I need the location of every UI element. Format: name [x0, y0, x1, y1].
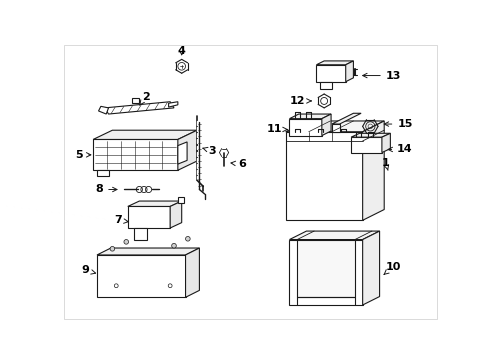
Polygon shape	[104, 102, 174, 114]
Polygon shape	[93, 130, 197, 139]
Polygon shape	[301, 115, 329, 126]
Polygon shape	[289, 114, 330, 119]
Circle shape	[185, 237, 190, 241]
Polygon shape	[345, 61, 353, 82]
Text: 2: 2	[140, 92, 149, 105]
Text: 9: 9	[81, 265, 96, 275]
Polygon shape	[170, 201, 182, 228]
Polygon shape	[331, 124, 339, 132]
Text: 13: 13	[362, 71, 400, 81]
Text: 5: 5	[75, 150, 91, 160]
Polygon shape	[289, 231, 379, 239]
Text: 10: 10	[383, 261, 400, 274]
Polygon shape	[185, 248, 199, 297]
Text: 3: 3	[203, 146, 216, 156]
Polygon shape	[320, 82, 331, 89]
Circle shape	[123, 239, 128, 244]
Circle shape	[110, 247, 115, 251]
Text: 12: 12	[289, 96, 310, 106]
Polygon shape	[316, 65, 345, 82]
Polygon shape	[289, 239, 362, 305]
Polygon shape	[362, 231, 379, 305]
Polygon shape	[350, 137, 381, 153]
Polygon shape	[97, 170, 108, 176]
Polygon shape	[321, 114, 330, 136]
Polygon shape	[178, 142, 187, 164]
Polygon shape	[134, 228, 147, 239]
Polygon shape	[289, 119, 321, 136]
Text: 7: 7	[114, 215, 128, 225]
Text: 14: 14	[387, 144, 412, 154]
Polygon shape	[316, 61, 353, 65]
Polygon shape	[297, 239, 354, 297]
Text: 6: 6	[230, 159, 245, 169]
Polygon shape	[178, 197, 183, 203]
Text: 4: 4	[178, 46, 185, 56]
Polygon shape	[178, 130, 197, 170]
Polygon shape	[350, 133, 389, 137]
Polygon shape	[131, 98, 139, 103]
Polygon shape	[381, 133, 389, 153]
Text: 15: 15	[384, 119, 412, 129]
Polygon shape	[97, 255, 185, 297]
Polygon shape	[97, 248, 199, 255]
Polygon shape	[301, 126, 307, 132]
Circle shape	[171, 243, 176, 248]
Text: 1: 1	[381, 158, 389, 170]
Polygon shape	[168, 102, 178, 107]
Polygon shape	[285, 132, 362, 220]
Text: 11: 11	[266, 125, 287, 134]
Polygon shape	[285, 121, 384, 132]
Polygon shape	[127, 201, 182, 206]
Polygon shape	[362, 121, 384, 220]
Polygon shape	[93, 139, 178, 170]
Polygon shape	[127, 206, 170, 228]
Text: 8: 8	[95, 184, 117, 194]
Polygon shape	[331, 113, 360, 124]
Polygon shape	[99, 106, 108, 114]
